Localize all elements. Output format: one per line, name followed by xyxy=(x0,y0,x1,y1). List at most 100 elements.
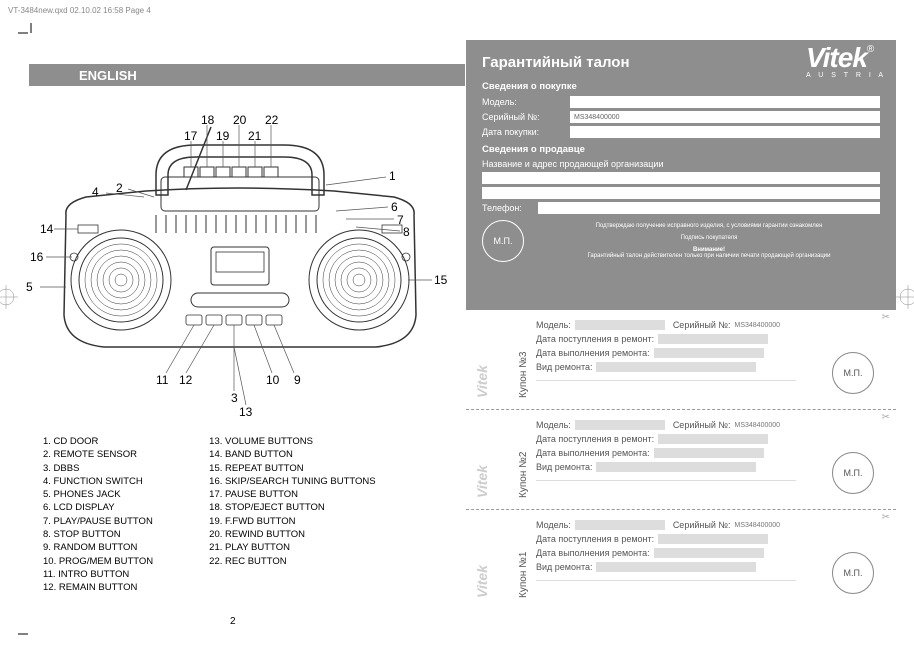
boombox-diagram: 17 18 19 20 21 22 1 6 7 8 15 4 2 14 16 5… xyxy=(36,115,444,405)
coupon-model-label: Модель: xyxy=(536,520,571,530)
coupon-repair-label: Вид ремонта: xyxy=(536,362,592,372)
vitek-logo: Vitek ® A U S T R I A xyxy=(806,42,886,79)
warranty-phone-field[interactable] xyxy=(538,202,880,214)
legend-item: 3. DBBS xyxy=(43,462,153,475)
coupon-serial-label: Серийный №: xyxy=(673,420,731,430)
callout-20: 20 xyxy=(233,113,246,127)
warranty-date-label: Дата покупки: xyxy=(482,127,570,137)
callout-14: 14 xyxy=(40,222,53,236)
legend-item: 8. STOP BUTTON xyxy=(43,528,153,541)
warranty-org-field-1[interactable] xyxy=(482,172,880,184)
callout-16: 16 xyxy=(30,250,43,264)
warranty-serial-field[interactable]: MS348400000 xyxy=(570,111,880,123)
page-number: 2 xyxy=(230,616,236,627)
coupon-label-2: Купон №2 xyxy=(518,452,529,498)
callout-2: 2 xyxy=(116,181,123,195)
coupon-datedone-label: Дата выполнения ремонта: xyxy=(536,348,650,358)
coupon-underline xyxy=(536,380,796,381)
legend-item: 13. VOLUME BUTTONS xyxy=(209,435,375,448)
callout-22: 22 xyxy=(265,113,278,127)
coupon-underline xyxy=(536,480,796,481)
legend-item: 16. SKIP/SEARCH TUNING BUTTONS xyxy=(209,475,375,488)
coupon-underline xyxy=(536,580,796,581)
vitek-reg: ® xyxy=(867,44,874,55)
callout-18: 18 xyxy=(201,113,214,127)
callout-12: 12 xyxy=(179,373,192,387)
coupon-stamp: М.П. xyxy=(832,552,874,594)
callout-13: 13 xyxy=(239,405,252,419)
callout-6: 6 xyxy=(391,200,398,214)
warranty-stamp-circle: М.П. xyxy=(482,220,524,262)
coupon-label-3: Купон №3 xyxy=(518,352,529,398)
scissors-icon: ✂ xyxy=(882,412,890,423)
coupon-serial-label: Серийный №: xyxy=(673,320,731,330)
warranty-org-label: Название и адрес продающей организации xyxy=(482,159,880,169)
callout-8: 8 xyxy=(403,225,410,239)
vitek-austria: A U S T R I A xyxy=(806,72,886,79)
english-heading-bar: ENGLISH xyxy=(29,64,465,86)
legend-item: 15. REPEAT BUTTON xyxy=(209,462,375,475)
legend-item: 2. REMOTE SENSOR xyxy=(43,448,153,461)
crop-mark-tl xyxy=(18,20,32,34)
coupon-2: ✂ Vitek Купон №2 Модель: Серийный №: MS3… xyxy=(466,410,896,510)
legend-item: 10. PROG/MEM BUTTON xyxy=(43,555,153,568)
warranty-fine-4: Гарантийный талон действителен только пр… xyxy=(538,253,880,259)
legend-item: 7. PLAY/PAUSE BUTTON xyxy=(43,515,153,528)
registration-mark-left xyxy=(0,285,18,309)
scissors-icon: ✂ xyxy=(882,512,890,523)
coupon-serial-value: MS348400000 xyxy=(735,422,781,429)
coupon-stamp: М.П. xyxy=(832,452,874,494)
coupon-repair-field[interactable] xyxy=(596,362,756,372)
coupon-datein-label: Дата поступления в ремонт: xyxy=(536,334,654,344)
legend-item: 22. REC BUTTON xyxy=(209,555,375,568)
coupon-serial-value: MS348400000 xyxy=(735,522,781,529)
warranty-model-field[interactable] xyxy=(570,96,880,108)
coupon-datein-field[interactable] xyxy=(658,334,768,344)
coupon-repair-field[interactable] xyxy=(596,562,756,572)
legend-item: 14. BAND BUTTON xyxy=(209,448,375,461)
legend-item: 6. LCD DISPLAY xyxy=(43,501,153,514)
coupon-datein-field[interactable] xyxy=(658,434,768,444)
file-header: VT-3484new.qxd 02.10.02 16:58 Page 4 xyxy=(8,6,151,15)
coupon-model-label: Модель: xyxy=(536,320,571,330)
callout-11: 11 xyxy=(156,373,168,387)
warranty-phone-label: Телефон: xyxy=(482,203,538,213)
callout-9: 9 xyxy=(294,373,301,387)
warranty-fine-1: Подтверждаю получение исправного изделия… xyxy=(538,223,880,229)
coupon-model-field[interactable] xyxy=(575,420,665,430)
callout-3: 3 xyxy=(231,391,238,405)
coupon-datedone-field[interactable] xyxy=(654,448,764,458)
legend-item: 12. REMAIN BUTTON xyxy=(43,581,153,594)
coupons-container: ✂ Vitek Купон №3 Модель: Серийный №: MS3… xyxy=(466,310,896,610)
coupon-datein-label: Дата поступления в ремонт: xyxy=(536,534,654,544)
legend-item: 11. INTRO BUTTON xyxy=(43,568,153,581)
coupon-model-label: Модель: xyxy=(536,420,571,430)
legend-item: 19. F.FWD BUTTON xyxy=(209,515,375,528)
coupon-vitek-logo: Vitek xyxy=(474,365,490,398)
legend-col-right: 13. VOLUME BUTTONS 14. BAND BUTTON 15. R… xyxy=(209,435,375,595)
legend-col-left: 1. CD DOOR 2. REMOTE SENSOR 3. DBBS 4. F… xyxy=(43,435,153,595)
warranty-date-field[interactable] xyxy=(570,126,880,138)
legend-item: 9. RANDOM BUTTON xyxy=(43,541,153,554)
coupon-datein-field[interactable] xyxy=(658,534,768,544)
coupon-repair-label: Вид ремонта: xyxy=(536,562,592,572)
warranty-org-field-2[interactable] xyxy=(482,187,880,199)
warranty-model-label: Модель: xyxy=(482,97,570,107)
coupon-model-field[interactable] xyxy=(575,520,665,530)
callout-19: 19 xyxy=(216,129,229,143)
warranty-card: Гарантийный талон Сведения о покупке Мод… xyxy=(466,40,896,310)
coupon-model-field[interactable] xyxy=(575,320,665,330)
callout-17: 17 xyxy=(184,129,197,143)
coupon-label-1: Купон №1 xyxy=(518,552,529,598)
callout-5: 5 xyxy=(26,280,33,294)
coupon-1: ✂ Vitek Купон №1 Модель: Серийный №: MS3… xyxy=(466,510,896,610)
coupon-datedone-field[interactable] xyxy=(654,348,764,358)
coupon-repair-field[interactable] xyxy=(596,462,756,472)
coupon-vitek-logo: Vitek xyxy=(474,565,490,598)
legend-item: 4. FUNCTION SWITCH xyxy=(43,475,153,488)
coupon-datein-label: Дата поступления в ремонт: xyxy=(536,434,654,444)
warranty-section-seller: Сведения о продавце xyxy=(482,144,880,155)
coupon-datedone-field[interactable] xyxy=(654,548,764,558)
coupon-repair-label: Вид ремонта: xyxy=(536,462,592,472)
callout-4: 4 xyxy=(92,185,99,199)
